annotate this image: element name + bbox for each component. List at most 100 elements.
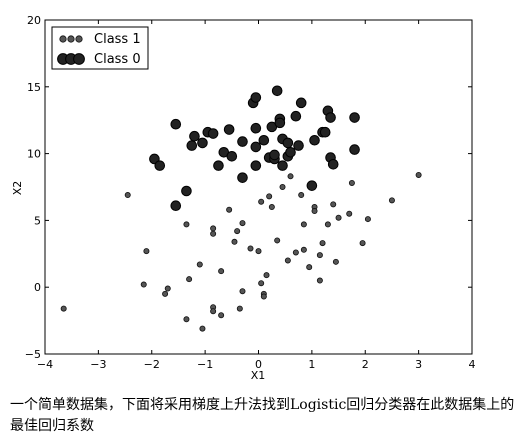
point-class-1	[239, 288, 246, 295]
point-class-0	[277, 160, 288, 171]
point-class-1	[164, 285, 171, 292]
point-class-1	[284, 257, 291, 264]
point-class-1	[210, 308, 217, 315]
scatter-chart: −4 −3 −2 −1 0 1 2 3 4 −5 0 5 10 15 20 X1 X2 Class 1 C…	[11, 14, 476, 382]
legend-marker-class-1	[59, 35, 83, 43]
point-class-1	[292, 249, 299, 256]
point-class-1	[359, 240, 366, 247]
y-tick-label: 0	[34, 281, 41, 294]
point-class-1	[268, 204, 275, 211]
point-class-1	[60, 305, 67, 312]
legend-marker-class-0	[57, 53, 85, 65]
point-class-1	[218, 312, 225, 319]
point-class-1	[231, 238, 238, 245]
point-class-0	[213, 160, 224, 171]
point-class-0	[226, 150, 238, 162]
point-class-0	[250, 92, 262, 103]
point-class-1	[266, 193, 273, 200]
y-tick-label: 5	[34, 214, 41, 227]
point-class-1	[186, 276, 193, 283]
legend-label-class-0: Class 0	[94, 52, 141, 67]
point-class-0	[269, 149, 280, 161]
point-class-1	[143, 248, 150, 255]
point-class-0	[325, 112, 336, 123]
point-class-0	[285, 146, 296, 158]
point-class-0	[181, 185, 192, 197]
point-class-1	[388, 197, 395, 204]
series-class-0	[149, 85, 360, 212]
point-class-1	[236, 305, 243, 312]
x-tick-label: −1	[197, 358, 213, 371]
point-class-1	[124, 192, 131, 199]
point-class-0	[306, 180, 318, 191]
x-tick-label: −2	[144, 358, 160, 371]
point-class-0	[223, 124, 235, 135]
point-class-1	[311, 208, 318, 215]
point-class-1	[239, 220, 246, 227]
point-class-1	[196, 261, 203, 268]
point-class-0	[154, 160, 166, 171]
point-class-1	[183, 221, 190, 228]
x-tick-label: −4	[37, 358, 53, 371]
point-class-1	[298, 192, 305, 199]
point-class-1	[316, 252, 323, 259]
point-class-0	[271, 85, 283, 97]
point-class-1	[274, 237, 281, 244]
point-class-1	[255, 248, 262, 255]
point-class-1	[258, 280, 265, 287]
point-class-1	[348, 179, 355, 186]
point-class-1	[258, 198, 265, 205]
point-class-1	[263, 272, 270, 279]
point-class-1	[330, 201, 337, 208]
point-class-1	[162, 290, 169, 297]
point-class-1	[210, 225, 217, 232]
legend-label-class-1: Class 1	[94, 32, 141, 47]
point-class-1	[332, 258, 339, 265]
point-class-1	[319, 240, 326, 247]
x-axis-ticks: −4 −3 −2 −1 0 1 2 3 4	[37, 20, 476, 371]
y-tick-label: 20	[27, 14, 41, 27]
plot-area	[44, 19, 473, 355]
point-class-0	[250, 160, 262, 171]
point-class-0	[237, 136, 248, 147]
point-class-0	[237, 172, 248, 183]
point-class-0	[250, 122, 262, 134]
x-tick-label: 4	[469, 358, 476, 371]
x-tick-label: 0	[255, 358, 262, 371]
point-class-0	[295, 97, 307, 109]
y-axis-ticks: −5 0 5 10 15 20	[25, 14, 472, 361]
y-tick-label: 10	[27, 148, 41, 161]
figure-caption: 一个简单数据集，下面将采用梯度上升法找到Logistic回归分类器在此数据集上的…	[10, 397, 515, 434]
point-class-1	[287, 173, 294, 180]
legend: Class 1 Class 0	[51, 26, 149, 70]
legend-marker-dot	[59, 35, 67, 43]
point-class-0	[282, 137, 294, 149]
legend-marker-dot	[73, 53, 85, 65]
point-class-1	[346, 210, 353, 217]
point-class-1	[324, 221, 331, 228]
point-class-0	[290, 110, 302, 122]
point-class-0	[349, 144, 360, 155]
x-tick-label: 3	[415, 358, 422, 371]
y-tick-label: 15	[27, 81, 41, 94]
point-class-0	[258, 134, 270, 146]
point-class-0	[170, 118, 182, 130]
point-class-1	[218, 268, 225, 275]
point-class-1	[415, 171, 422, 178]
point-class-0	[189, 130, 200, 142]
point-class-1	[306, 264, 313, 271]
point-class-1	[140, 281, 147, 288]
y-axis-label: X2	[11, 181, 24, 196]
point-class-1	[226, 206, 233, 213]
point-class-0	[319, 126, 331, 138]
point-class-0	[250, 141, 262, 153]
point-class-0	[327, 158, 339, 170]
point-class-1	[300, 246, 307, 253]
point-class-1	[234, 228, 241, 235]
point-class-1	[279, 183, 286, 190]
point-class-1	[247, 245, 254, 252]
point-class-0	[197, 137, 208, 149]
series-class-1	[60, 171, 422, 332]
point-class-0	[349, 112, 360, 123]
point-class-1	[300, 221, 307, 228]
